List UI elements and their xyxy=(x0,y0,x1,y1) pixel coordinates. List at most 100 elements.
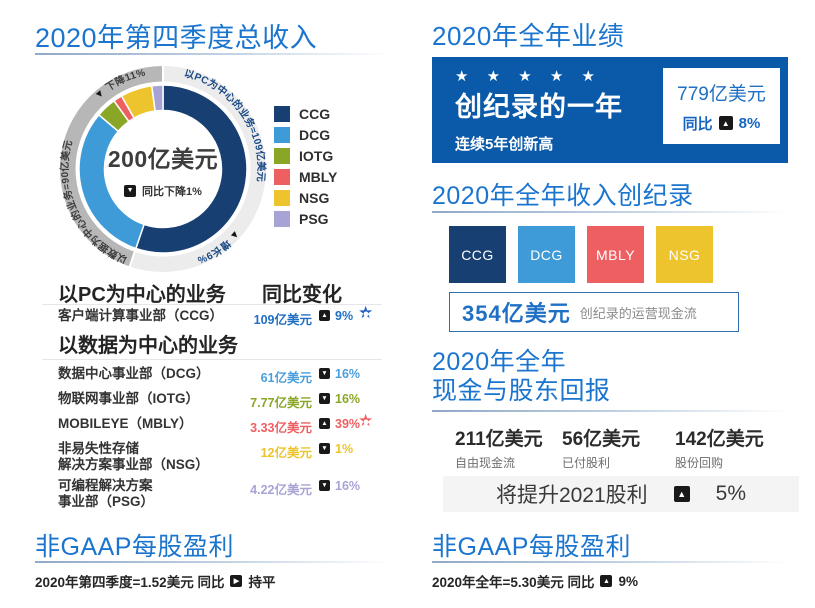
fy-returns-title-line2: 现金与股东回报 xyxy=(432,377,611,405)
stat-label: 自由现金流 xyxy=(455,456,516,470)
fy-results-title: 2020年全年业绩 xyxy=(432,21,625,51)
stat-label: 已付股利 xyxy=(562,456,611,470)
title-divider xyxy=(432,410,788,412)
record-square-DCG: DCG xyxy=(518,226,575,283)
legend-label: MBLY xyxy=(299,168,338,185)
fy-revenue-value: 779亿美元 xyxy=(677,83,766,105)
title-divider xyxy=(35,53,391,55)
record-year-banner: ★ ★ ★ ★ ★ 创纪录的一年 连续5年创新高 779亿美元 同比 ▲ 8% xyxy=(432,57,788,163)
legend-swatch-NSG xyxy=(274,189,290,206)
q4-revenue-donut-chart: 以PC为中心的业务≈109亿美元 ▲ 增长9% 以数据为中心的业务=90亿美元 ▼ 下… xyxy=(57,63,269,275)
legend-item-CCG: CCG xyxy=(274,103,337,124)
banner-value-box: 779亿美元 同比 ▲ 8% xyxy=(663,68,780,144)
row-value: 109亿美元 xyxy=(253,313,312,327)
down-arrow-icon: ▼ xyxy=(319,393,330,404)
title-divider xyxy=(432,211,788,213)
legend-swatch-MBLY xyxy=(274,168,290,185)
legend-label: IOTG xyxy=(299,147,334,164)
row-label: 物联网事业部（IOTG） xyxy=(58,391,199,406)
table-rows-data: 数据中心事业部（DCG） 61亿美元 ▼ 16% 物联网事业部（IOTG） 7.77亿美元… xyxy=(58,366,388,515)
legend-swatch-IOTG xyxy=(274,147,290,164)
down-arrow-icon: ▼ xyxy=(319,480,330,491)
row-change: 16% xyxy=(335,367,361,381)
star-center-dot xyxy=(363,311,369,317)
row-label: MOBILEYE（MBLY） xyxy=(58,416,193,431)
banner-subtext: 连续5年创新高 xyxy=(455,136,554,153)
row-change: 39% xyxy=(335,417,361,431)
stat-label: 股份回购 xyxy=(675,456,724,470)
row-change: 16% xyxy=(335,479,361,493)
donut-legend: CCG DCG IOTG MBLY NSG PSG xyxy=(274,103,337,229)
legend-swatch-PSG xyxy=(274,210,290,227)
row-value: 12亿美元 xyxy=(260,446,312,460)
table-row: 非易失性存储 解决方案事业部（NSG） 12亿美元 ▼ 1% xyxy=(58,441,388,478)
donut-segment-CCG xyxy=(134,84,248,254)
record-square-NSG: NSG xyxy=(656,226,713,283)
up-arrow-icon: ▲ xyxy=(319,418,330,429)
row-label: 非易失性存储 解决方案事业部（NSG） xyxy=(58,441,209,472)
five-stars-icon: ★ ★ ★ ★ ★ xyxy=(455,68,602,85)
up-arrow-icon: ▲ xyxy=(319,310,330,321)
banner-headline: 创纪录的一年 xyxy=(455,92,623,122)
fy-returns-title-line1: 2020年全年 xyxy=(432,348,567,376)
row-value: 7.77亿美元 xyxy=(250,396,312,410)
legend-item-NSG: NSG xyxy=(274,187,337,208)
legend-swatch-CCG xyxy=(274,105,290,122)
legend-label: CCG xyxy=(299,105,331,122)
row-change: 16% xyxy=(335,392,361,406)
flat-arrow-icon: ▶ xyxy=(230,575,243,587)
legend-label: NSG xyxy=(299,189,330,206)
eps-fy-line: 2020年全年=5.30美元 同比 ▲ 9% xyxy=(432,571,638,591)
stat-item: 142亿美元股份回购 xyxy=(675,424,764,471)
fy-revenue-yoy: 同比 ▲ 8% xyxy=(683,113,761,134)
eps-q4-text: 2020年第四季度=1.52美元 同比 xyxy=(35,575,225,590)
star-center-dot xyxy=(363,419,369,425)
table-row: 物联网事业部（IOTG） 7.77亿美元 ▼ 16% xyxy=(58,391,388,416)
row-label: 数据中心事业部（DCG） xyxy=(58,366,210,381)
title-divider xyxy=(432,561,788,563)
yoy-label: 同比 xyxy=(682,115,713,133)
legend-label: DCG xyxy=(299,126,331,143)
up-arrow-icon: ▲ xyxy=(718,116,733,130)
cashflow-label: 创纪录的运营现金流 xyxy=(579,305,697,321)
eps-fy-title: 非GAAP每股盈利 xyxy=(432,533,631,561)
cash-returns-stats: 211亿美元自由现金流 56亿美元已付股利 142亿美元股份回购 xyxy=(455,424,795,471)
row-label: 客户端计算事业部（CCG） xyxy=(58,308,223,323)
table-row: 客户端计算事业部（CCG） 109亿美元 ▲ 9% ★ xyxy=(58,304,388,333)
q4-revenue-title: 2020年第四季度总收入 xyxy=(35,23,318,53)
legend-item-IOTG: IOTG xyxy=(274,145,337,166)
title-divider xyxy=(35,561,391,563)
down-arrow-icon: ▼ xyxy=(319,443,330,454)
table-rows-pc: 客户端计算事业部（CCG） 109亿美元 ▲ 9% ★ xyxy=(58,304,388,333)
donut-segment-PSG xyxy=(150,84,164,112)
row-value: 3.33亿美元 xyxy=(250,421,312,435)
row-value: 61亿美元 xyxy=(260,371,312,385)
stat-value: 211亿美元 xyxy=(455,429,543,450)
record-star-icon: ★ xyxy=(358,304,373,321)
legend-swatch-DCG xyxy=(274,126,290,143)
table-divider xyxy=(42,304,382,305)
dividend-change: 5% xyxy=(715,482,747,505)
fy-record-revenue-title: 2020年全年收入创纪录 xyxy=(432,182,694,210)
record-groups-squares: CCG DCG MBLY NSG xyxy=(449,226,713,283)
table-header-data: 以数据为中心的业务 xyxy=(58,335,238,357)
legend-item-PSG: PSG xyxy=(274,208,337,229)
eps-fy-change: 9% xyxy=(618,573,638,589)
table-divider xyxy=(42,359,382,360)
outer-ring-data-centric xyxy=(58,63,164,269)
table-header-yoy: 同比变化 xyxy=(262,284,342,306)
stat-item: 211亿美元自由现金流 xyxy=(455,424,543,471)
stat-value: 142亿美元 xyxy=(675,429,764,450)
table-row: 数据中心事业部（DCG） 61亿美元 ▼ 16% xyxy=(58,366,388,391)
table-row: MOBILEYE（MBLY） 3.33亿美元 ▲ 39%★ xyxy=(58,412,388,441)
legend-item-MBLY: MBLY xyxy=(274,166,337,187)
donut-chart-svg: 以PC为中心的业务≈109亿美元▲ 增长9%以数据为中心的业务=90亿美元▼ 下… xyxy=(58,63,268,274)
table-row: 可编程解决方案 事业部（PSG） 4.22亿美元 ▼ 16% xyxy=(58,478,388,515)
up-arrow-icon: ▲ xyxy=(673,486,690,502)
stat-value: 56亿美元 xyxy=(562,429,641,450)
legend-label: PSG xyxy=(299,210,329,227)
down-arrow-icon: ▼ xyxy=(319,368,330,379)
stat-item: 56亿美元已付股利 xyxy=(562,424,640,471)
cashflow-value: 354亿美元 xyxy=(462,301,571,326)
